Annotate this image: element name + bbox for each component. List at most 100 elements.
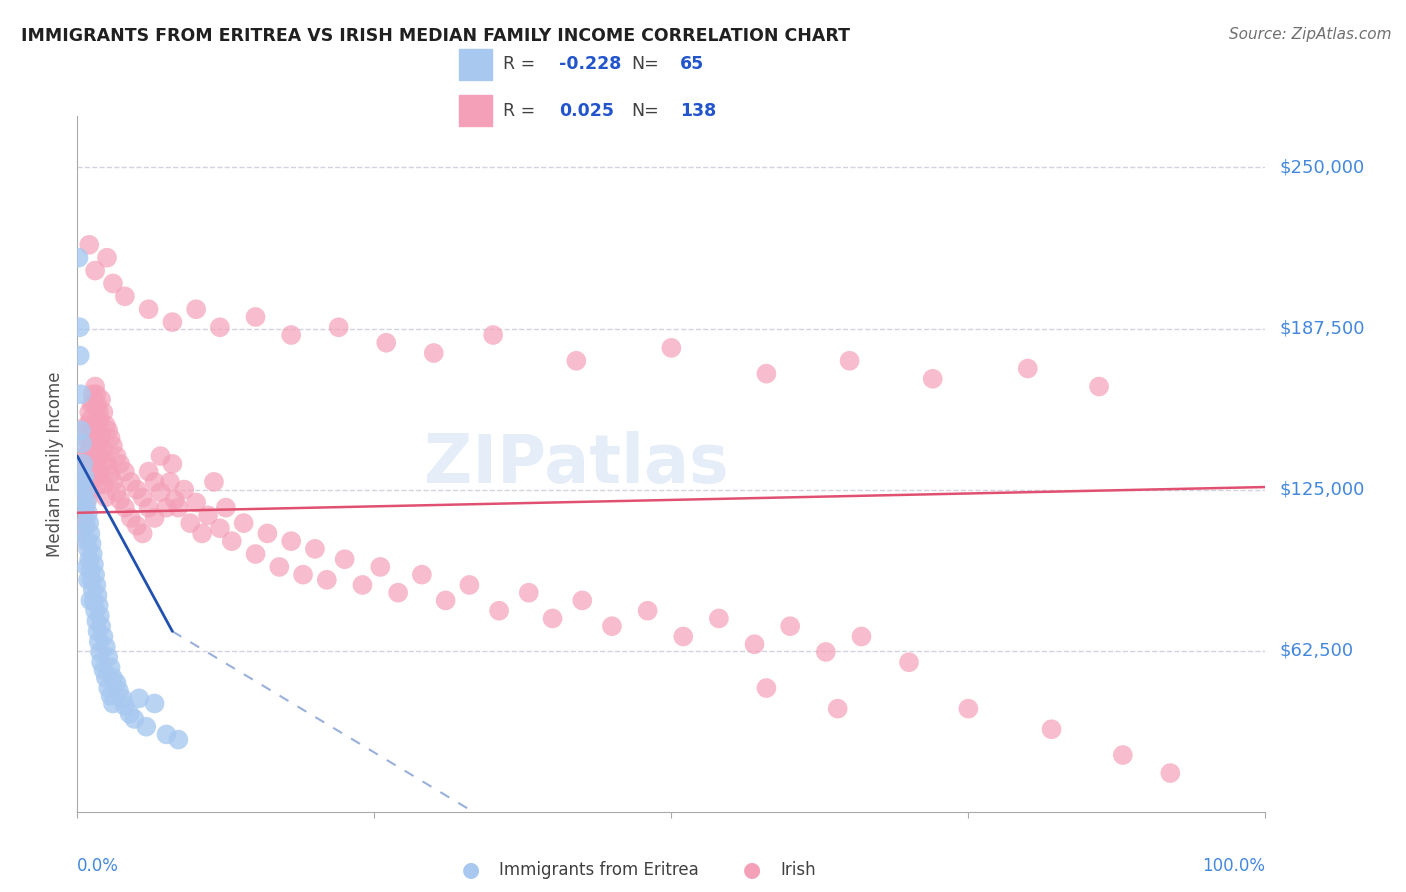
Point: [80, 537, 103, 551]
Point: [77, 573, 100, 587]
Point: [191, 526, 214, 541]
Point: [93, 405, 115, 419]
Point: [86, 434, 108, 448]
Point: [434, 593, 457, 607]
Point: [83, 558, 105, 572]
Point: [108, 492, 131, 507]
Point: [138, 500, 160, 515]
Point: [162, 315, 184, 329]
Point: [97, 650, 120, 665]
Point: [93, 630, 115, 644]
Point: [101, 671, 124, 685]
Point: [565, 353, 588, 368]
Text: ZIPatlas: ZIPatlas: [425, 431, 728, 497]
Point: [93, 477, 115, 491]
Point: [83, 398, 105, 412]
Text: R =: R =: [503, 102, 536, 120]
Point: [100, 431, 122, 445]
Point: [707, 611, 730, 625]
Bar: [458, 95, 492, 126]
Text: ●: ●: [463, 860, 479, 880]
Point: [167, 732, 190, 747]
Point: [76, 560, 98, 574]
Point: [541, 611, 564, 625]
Point: [179, 516, 201, 530]
Point: [97, 681, 120, 695]
Point: [280, 328, 302, 343]
Point: [84, 379, 107, 393]
Y-axis label: Median Family Income: Median Family Income: [46, 371, 65, 557]
Text: 100.0%: 100.0%: [1202, 857, 1265, 875]
Point: [72, 500, 94, 515]
Point: [957, 701, 980, 715]
Point: [131, 526, 153, 541]
Point: [73, 483, 96, 497]
Bar: [458, 49, 492, 79]
Point: [167, 500, 190, 515]
Point: [838, 353, 860, 368]
Point: [87, 634, 110, 648]
Point: [87, 405, 110, 419]
Point: [105, 449, 128, 463]
Point: [87, 599, 110, 613]
Point: [138, 465, 160, 479]
Point: [83, 434, 105, 448]
Point: [208, 320, 231, 334]
Point: [90, 465, 112, 479]
Text: ●: ●: [744, 860, 761, 880]
Point: [135, 720, 157, 734]
Point: [125, 518, 148, 533]
Point: [90, 619, 112, 633]
Point: [77, 439, 100, 453]
Point: [186, 495, 208, 509]
Point: [83, 469, 105, 483]
Point: [82, 547, 104, 561]
Point: [80, 398, 103, 412]
Point: [138, 302, 160, 317]
Point: [80, 469, 103, 483]
Point: [1159, 766, 1181, 780]
Point: [77, 405, 100, 419]
Point: [77, 237, 100, 252]
Point: [304, 541, 326, 556]
Point: [94, 640, 117, 654]
Point: [79, 449, 101, 463]
Point: [105, 485, 128, 500]
Point: [76, 485, 98, 500]
Point: [120, 511, 142, 525]
Point: [755, 367, 778, 381]
Point: [827, 701, 849, 715]
Point: [94, 671, 117, 685]
Point: [86, 614, 108, 628]
Point: [86, 423, 108, 437]
Point: [1088, 379, 1111, 393]
Point: [100, 467, 122, 482]
Point: [108, 683, 131, 698]
Point: [488, 604, 510, 618]
Point: [114, 289, 136, 303]
Point: [87, 477, 110, 491]
Point: [87, 442, 110, 456]
Point: [70, 423, 93, 437]
Point: [72, 457, 94, 471]
Point: [100, 660, 122, 674]
Text: $125,000: $125,000: [1279, 481, 1365, 499]
Point: [387, 585, 409, 599]
Point: [128, 691, 150, 706]
Point: [118, 706, 141, 721]
Point: [77, 491, 100, 505]
Point: [159, 475, 181, 489]
Point: [69, 320, 91, 334]
Point: [86, 462, 108, 476]
Point: [269, 560, 291, 574]
Point: [482, 328, 505, 343]
Point: [1112, 747, 1135, 762]
Point: [779, 619, 801, 633]
Point: [70, 491, 93, 505]
Point: [661, 341, 683, 355]
Point: [149, 485, 172, 500]
Point: [101, 697, 124, 711]
Point: [94, 491, 117, 505]
Point: [77, 457, 100, 471]
Point: [333, 552, 356, 566]
